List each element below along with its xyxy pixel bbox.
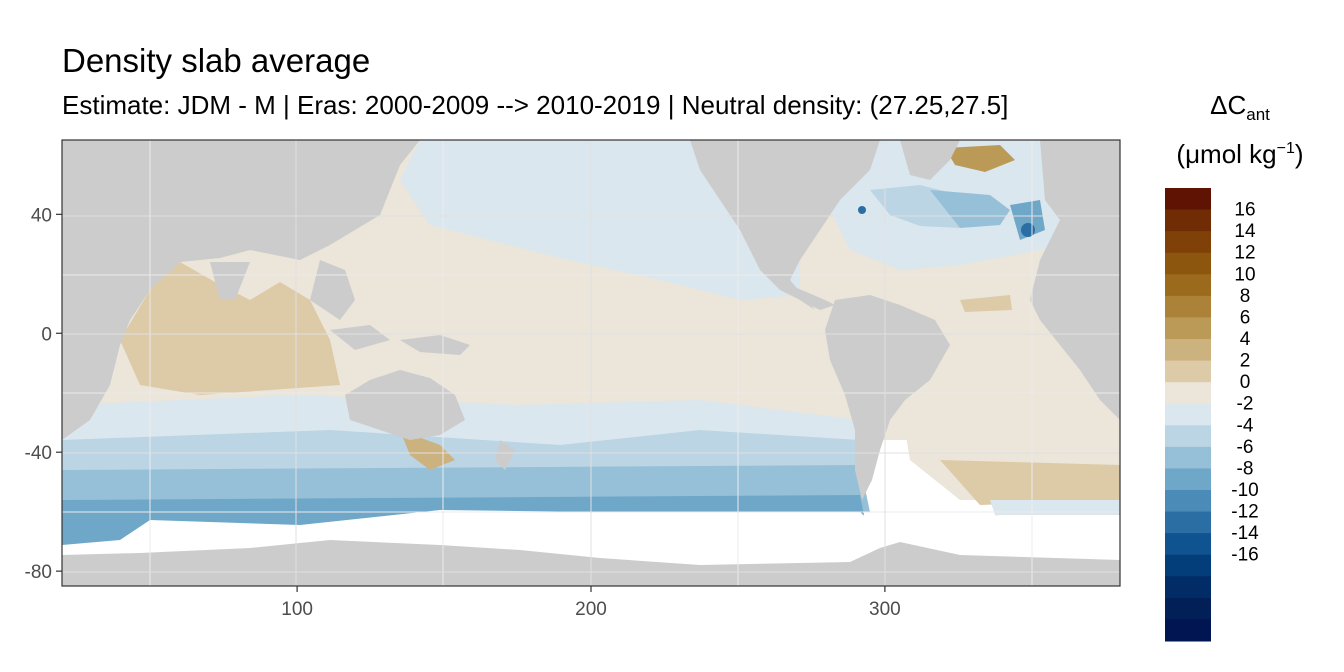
legend-color-swatch bbox=[1165, 403, 1211, 426]
field-north-pacific bbox=[400, 140, 800, 300]
land-india bbox=[210, 262, 250, 300]
land-new-guinea bbox=[400, 335, 470, 355]
y-tick-label: -40 bbox=[25, 443, 52, 464]
legend-color-swatch bbox=[1165, 490, 1211, 513]
legend-label: 10 bbox=[1234, 264, 1255, 285]
land-australia bbox=[345, 370, 465, 440]
legend-color-swatch bbox=[1165, 382, 1211, 405]
legend-label: 2 bbox=[1240, 351, 1251, 372]
map-panel bbox=[62, 140, 1120, 586]
legend-label: -6 bbox=[1237, 437, 1254, 458]
legend-color-swatch bbox=[1165, 209, 1211, 232]
land-europe-africa bbox=[1030, 140, 1120, 420]
land-africa-eurasia bbox=[62, 140, 420, 440]
chart-subtitle: Estimate: JDM - M | Eras: 2000-2009 --> … bbox=[62, 90, 1009, 120]
legend-label: 12 bbox=[1234, 243, 1255, 264]
y-tick-label: -80 bbox=[25, 562, 52, 583]
legend-label: -12 bbox=[1231, 502, 1258, 523]
field-hotspot-blue bbox=[1021, 223, 1035, 237]
legend-color-swatch bbox=[1165, 188, 1211, 211]
legend-color-swatch bbox=[1165, 576, 1211, 599]
legend-colorbar bbox=[1165, 188, 1211, 642]
field-tasman-tan bbox=[400, 430, 455, 470]
legend-label: -10 bbox=[1231, 480, 1258, 501]
legend-color-swatch bbox=[1165, 339, 1211, 362]
land-south-america bbox=[825, 295, 950, 500]
legend-color-swatch bbox=[1165, 317, 1211, 340]
field-hotspot-blue-2 bbox=[858, 206, 866, 214]
legend-label: 0 bbox=[1240, 372, 1251, 393]
legend-label: 4 bbox=[1240, 329, 1251, 350]
legend-color-swatch bbox=[1165, 274, 1211, 297]
legend-color-swatch bbox=[1165, 295, 1211, 318]
legend: ΔCant (μmol kg−1) 1614121086420-2-4-6-8-… bbox=[1165, 90, 1304, 642]
x-tick-label: 100 bbox=[281, 599, 313, 620]
legend-color-swatch bbox=[1165, 252, 1211, 275]
x-tick-label: 200 bbox=[575, 599, 607, 620]
legend-title: ΔCant bbox=[1210, 90, 1270, 124]
legend-color-swatch bbox=[1165, 446, 1211, 469]
land-indonesia bbox=[330, 325, 390, 350]
legend-label: -4 bbox=[1237, 415, 1254, 436]
legend-label: -16 bbox=[1231, 545, 1258, 566]
legend-color-swatch bbox=[1165, 231, 1211, 254]
field-subpolar-brown bbox=[945, 145, 1015, 172]
x-tick-label: 300 bbox=[869, 599, 901, 620]
legend-color-swatch bbox=[1165, 468, 1211, 491]
field-eq-atlantic-tan bbox=[960, 295, 1012, 312]
legend-label: -8 bbox=[1237, 458, 1254, 479]
legend-color-swatch bbox=[1165, 511, 1211, 534]
y-tick-label: 40 bbox=[31, 205, 52, 226]
legend-color-swatch bbox=[1165, 597, 1211, 620]
y-tick-label: 0 bbox=[41, 324, 52, 345]
field-irminger bbox=[930, 190, 1010, 228]
legend-label: 14 bbox=[1234, 221, 1256, 242]
land-central-america bbox=[790, 285, 835, 310]
legend-label: -2 bbox=[1237, 394, 1254, 415]
land-greenland bbox=[900, 140, 960, 180]
legend-label: 16 bbox=[1234, 200, 1255, 221]
field-south-atlantic-tan bbox=[940, 460, 1120, 505]
legend-color-swatch bbox=[1165, 360, 1211, 383]
legend-color-swatch bbox=[1165, 533, 1211, 556]
legend-color-swatch bbox=[1165, 619, 1211, 642]
legend-unit: (μmol kg−1) bbox=[1176, 139, 1303, 169]
legend-color-swatch bbox=[1165, 425, 1211, 448]
legend-label: 6 bbox=[1240, 307, 1251, 328]
grid-lines bbox=[62, 140, 1120, 586]
legend-color-swatch bbox=[1165, 554, 1211, 577]
field-norwegian bbox=[1010, 200, 1045, 240]
chart-title: Density slab average bbox=[62, 42, 371, 79]
legend-label: -14 bbox=[1231, 523, 1259, 544]
field-indian-tan bbox=[120, 262, 340, 395]
land-new-zealand bbox=[495, 440, 515, 470]
legend-label: 8 bbox=[1240, 286, 1251, 307]
